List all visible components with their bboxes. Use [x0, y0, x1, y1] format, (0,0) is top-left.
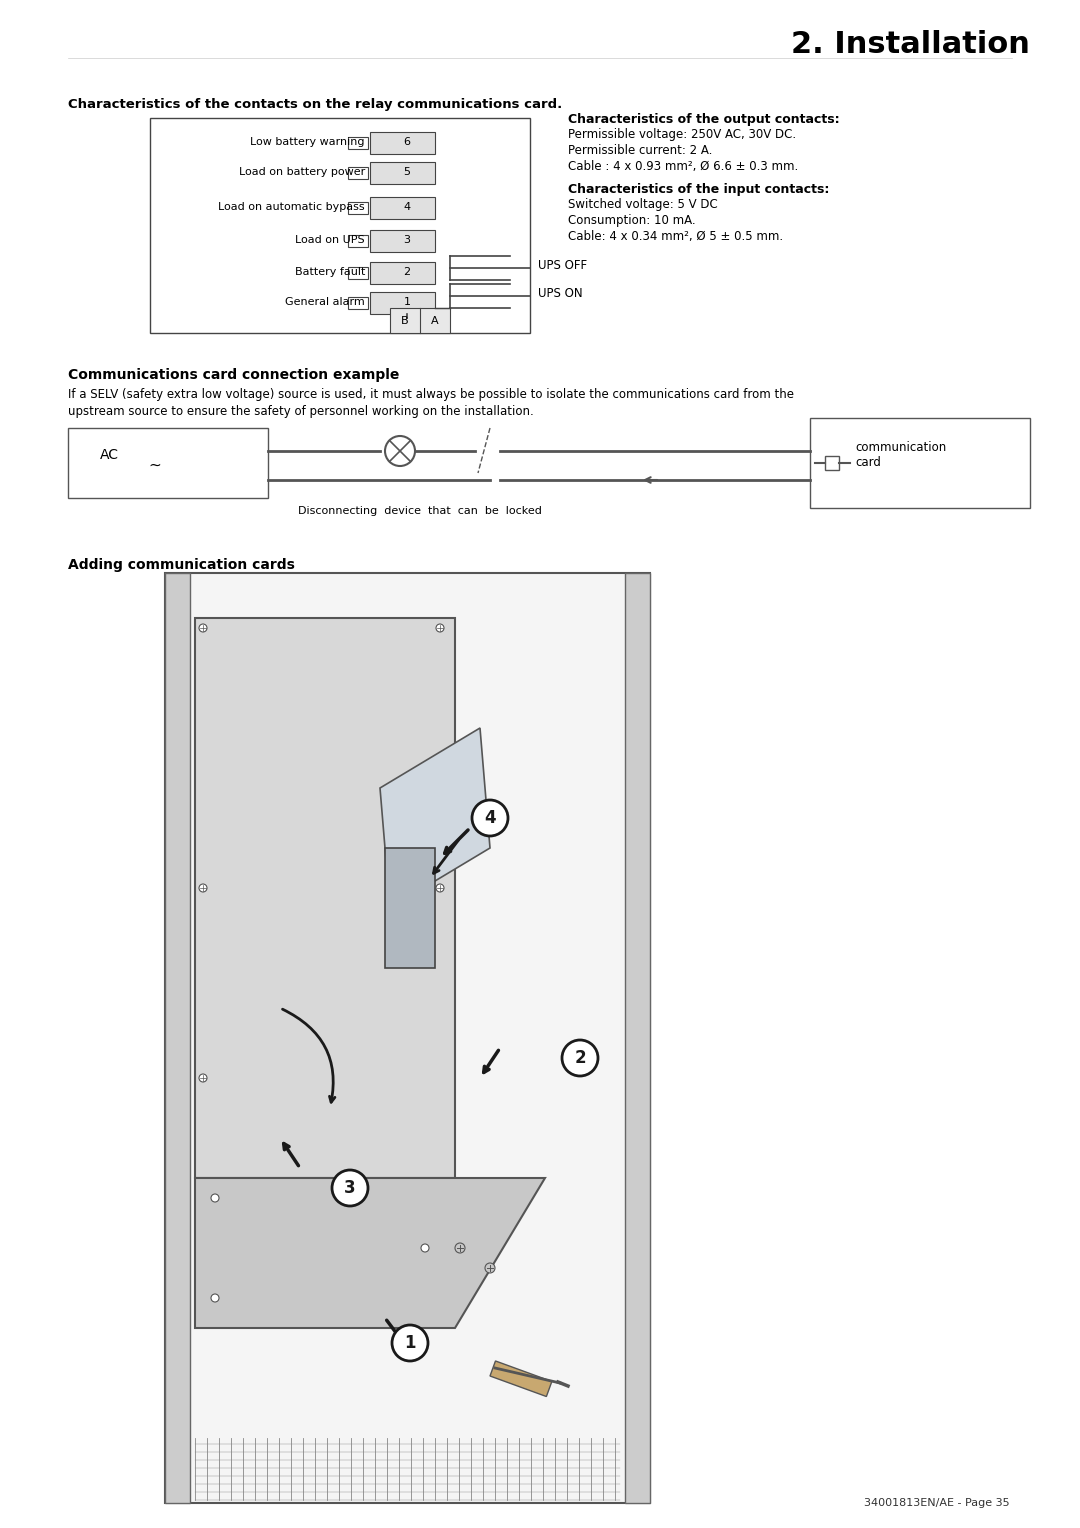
Text: 6: 6 [404, 138, 410, 147]
Text: Consumption: 10 mA.: Consumption: 10 mA. [568, 214, 696, 228]
Text: Load on automatic bypass: Load on automatic bypass [218, 202, 365, 212]
Text: Load on UPS: Load on UPS [295, 235, 365, 244]
Circle shape [199, 623, 207, 633]
Bar [370, 162, 435, 183]
Text: Characteristics of the input contacts:: Characteristics of the input contacts: [568, 183, 829, 196]
Circle shape [455, 1242, 465, 1253]
Text: UPS OFF: UPS OFF [538, 258, 588, 272]
Polygon shape [195, 1178, 545, 1328]
Text: Communications card connection example: Communications card connection example [68, 368, 400, 382]
Circle shape [199, 885, 207, 892]
Bar [150, 118, 530, 333]
Text: Characteristics of the contacts on the relay communications card.: Characteristics of the contacts on the r… [68, 98, 563, 112]
Circle shape [421, 1244, 429, 1251]
Circle shape [562, 1041, 598, 1076]
Bar [348, 202, 368, 214]
Bar [625, 573, 650, 1504]
Bar [68, 428, 268, 498]
Bar [348, 235, 368, 248]
Bar [370, 261, 435, 284]
Text: UPS ON: UPS ON [538, 287, 582, 299]
Bar [348, 267, 368, 280]
Circle shape [211, 1294, 219, 1302]
Text: 3: 3 [345, 1180, 355, 1196]
Text: Cable : 4 x 0.93 mm², Ø 6.6 ± 0.3 mm.: Cable : 4 x 0.93 mm², Ø 6.6 ± 0.3 mm. [568, 160, 798, 173]
Bar [370, 292, 435, 313]
Bar [384, 848, 435, 969]
Text: upstream source to ensure the safety of personnel working on the installation.: upstream source to ensure the safety of … [68, 405, 534, 419]
Text: Disconnecting  device  that  can  be  locked: Disconnecting device that can be locked [298, 506, 542, 516]
Text: Permissible current: 2 A.: Permissible current: 2 A. [568, 144, 713, 157]
Text: Battery fault: Battery fault [295, 267, 365, 277]
Circle shape [332, 1170, 368, 1206]
Text: Low battery warning: Low battery warning [251, 138, 365, 147]
Text: 34001813EN/AE - Page 35: 34001813EN/AE - Page 35 [864, 1497, 1010, 1508]
Circle shape [199, 1074, 207, 1082]
Circle shape [211, 1193, 219, 1203]
Bar [370, 197, 435, 219]
Bar [490, 1361, 552, 1397]
Bar [825, 455, 839, 471]
Text: 4: 4 [484, 808, 496, 827]
Bar [165, 573, 650, 1504]
Text: 2: 2 [404, 267, 410, 277]
Text: 5: 5 [404, 167, 410, 177]
Text: B: B [401, 316, 409, 325]
Text: 1: 1 [404, 1334, 416, 1352]
Bar [348, 138, 368, 150]
Circle shape [485, 1264, 495, 1273]
Polygon shape [380, 727, 490, 908]
Text: 4: 4 [404, 202, 410, 212]
Text: AC: AC [100, 448, 119, 461]
Bar [195, 617, 455, 1178]
Text: General alarm: General alarm [285, 296, 365, 307]
Text: Cable: 4 x 0.34 mm², Ø 5 ± 0.5 mm.: Cable: 4 x 0.34 mm², Ø 5 ± 0.5 mm. [568, 231, 783, 243]
Text: If a SELV (safety extra low voltage) source is used, it must always be possible : If a SELV (safety extra low voltage) sou… [68, 388, 794, 400]
Circle shape [392, 1325, 428, 1361]
Bar [810, 419, 1030, 507]
Text: 2. Installation: 2. Installation [792, 31, 1030, 60]
Circle shape [472, 801, 508, 836]
Text: 2: 2 [575, 1050, 585, 1067]
Bar [390, 309, 450, 333]
Text: Permissible voltage: 250V AC, 30V DC.: Permissible voltage: 250V AC, 30V DC. [568, 128, 796, 141]
Text: Switched voltage: 5 V DC: Switched voltage: 5 V DC [568, 199, 718, 211]
Bar [370, 131, 435, 154]
Bar [348, 167, 368, 179]
Text: Characteristics of the output contacts:: Characteristics of the output contacts: [568, 113, 839, 125]
Bar [165, 573, 190, 1504]
Text: A: A [431, 316, 438, 325]
Circle shape [436, 885, 444, 892]
Text: ∼: ∼ [149, 457, 161, 472]
Text: Load on battery power: Load on battery power [239, 167, 365, 177]
Bar [348, 296, 368, 309]
Text: Adding communication cards: Adding communication cards [68, 558, 295, 571]
Text: communication
card: communication card [855, 442, 946, 469]
Text: 1: 1 [404, 296, 410, 307]
Bar [370, 231, 435, 252]
Circle shape [384, 435, 415, 466]
Circle shape [436, 623, 444, 633]
Text: 3: 3 [404, 235, 410, 244]
